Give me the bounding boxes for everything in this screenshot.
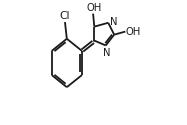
Text: OH: OH <box>86 3 101 13</box>
Text: OH: OH <box>126 27 141 37</box>
Text: Cl: Cl <box>60 11 70 21</box>
Text: N: N <box>110 17 118 27</box>
Text: N: N <box>103 48 110 58</box>
